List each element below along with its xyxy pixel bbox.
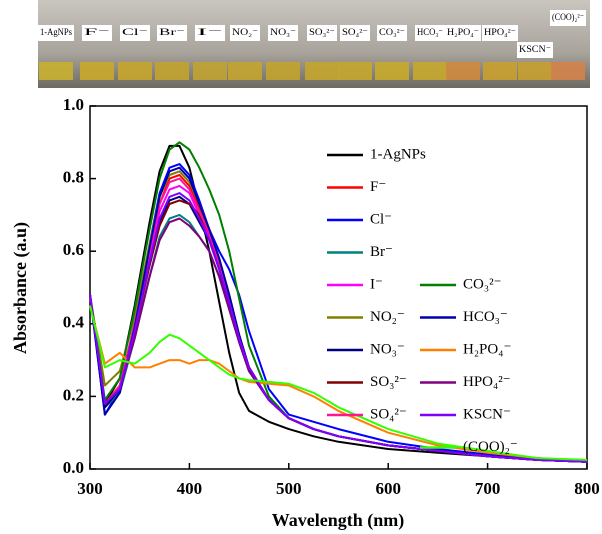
legend-label: HPO₄²⁻ — [463, 374, 511, 390]
photo-label-box — [550, 10, 586, 26]
legend-label: NO₂⁻ — [370, 309, 405, 325]
photo-label: KSCN⁻ — [519, 44, 551, 54]
series-line — [89, 305, 588, 461]
y-tick-label: 0.0 — [63, 458, 84, 477]
photo-label: H₂PO₄⁻ — [447, 27, 479, 37]
vial — [118, 62, 152, 80]
legend-label: F⁻ — [370, 179, 386, 195]
photo-label: I⁻ — [197, 27, 224, 37]
vial — [193, 62, 227, 80]
plot-frame — [89, 105, 588, 470]
vial — [155, 62, 189, 80]
vial — [80, 62, 114, 80]
vial — [483, 62, 517, 80]
vial — [518, 62, 552, 80]
photo-strip: 1-AgNPs F⁻ Cl⁻ Br⁻ I⁻ NO₂⁻ NO₃⁻ SO₃²⁻ SO₄²⁻ CO₃²⁻… — [38, 10, 586, 80]
photo-label-box — [230, 25, 260, 41]
vial — [375, 62, 409, 80]
y-tick-label: 1.0 — [63, 95, 84, 114]
photo-label: F⁻ — [84, 27, 111, 37]
vial — [551, 62, 585, 80]
legend-label: Cl⁻ — [370, 211, 392, 227]
vial — [266, 62, 300, 80]
legend-label: CO₃²⁻ — [463, 276, 501, 292]
legend-label: I⁻ — [370, 276, 383, 292]
vial — [39, 62, 73, 80]
photo-label-box — [415, 25, 445, 41]
photo-label: SO₄²⁻ — [342, 27, 368, 37]
x-tick-label: 800 — [574, 479, 600, 498]
y-tick-label: 0.6 — [63, 240, 84, 259]
y-axis-title: Absorbance (a.u) — [10, 222, 31, 354]
legend-label: SO₄²⁻ — [370, 406, 407, 422]
vial — [338, 62, 372, 80]
photo-label: 1-AgNPs — [40, 27, 72, 37]
photo-label: NO₂⁻ — [232, 27, 258, 37]
photo-label-box — [340, 25, 370, 41]
photo-label-box — [157, 25, 187, 41]
legend-label: KSCN⁻ — [463, 406, 511, 422]
x-axis-title: Wavelength (nm) — [272, 510, 405, 531]
series-line — [89, 305, 588, 463]
photo-label-box — [445, 25, 481, 41]
photo-label-box — [482, 25, 518, 41]
vial — [446, 62, 480, 80]
vial — [228, 62, 262, 80]
vial — [305, 62, 339, 80]
legend-label: (COO)₂⁻ — [463, 439, 518, 455]
series-line — [89, 199, 588, 463]
series-line — [89, 217, 588, 463]
photo-label-box — [120, 25, 150, 41]
photo-label-box — [195, 25, 225, 41]
photo-label: CO₃²⁻ — [379, 27, 405, 37]
x-tick-label: 500 — [276, 479, 302, 498]
photo-label-box — [268, 25, 298, 41]
x-tick-label: 600 — [375, 479, 401, 498]
x-tick-label: 300 — [77, 479, 103, 498]
vial — [413, 62, 447, 80]
photo-label-box — [517, 42, 553, 58]
photo-label-box — [38, 25, 74, 41]
y-tick-label: 0.8 — [63, 168, 84, 187]
photo-label: NO₃⁻ — [270, 27, 296, 37]
photo-label: Cl⁻ — [122, 27, 148, 37]
photo-label: (COO)₂²⁻ — [552, 12, 584, 22]
series-line — [89, 144, 588, 463]
x-tick-label: 400 — [177, 479, 203, 498]
photo-label: HPO₄²⁻ — [484, 27, 516, 37]
series-line — [89, 192, 588, 463]
photo-label-box — [377, 25, 407, 41]
legend-label: 1-AgNPs — [370, 146, 426, 162]
y-tick-label: 0.4 — [63, 313, 85, 332]
legend-label: HCO₃⁻ — [463, 309, 508, 325]
photo-label: HCO₃⁻ — [417, 27, 443, 37]
photo-label-box — [307, 25, 337, 41]
y-tick-label: 0.2 — [63, 385, 84, 404]
x-tick-label: 700 — [475, 479, 501, 498]
legend-label: NO₃⁻ — [370, 341, 405, 357]
legend-label: Br⁻ — [370, 244, 393, 260]
legend-label: SO₃²⁻ — [370, 374, 407, 390]
series-line — [89, 195, 588, 463]
photo-label: SO₃²⁻ — [309, 27, 335, 37]
photo-label-box — [82, 25, 112, 41]
legend-label: H₂PO₄⁻ — [463, 341, 511, 357]
photo-label: Br⁻ — [159, 27, 185, 37]
